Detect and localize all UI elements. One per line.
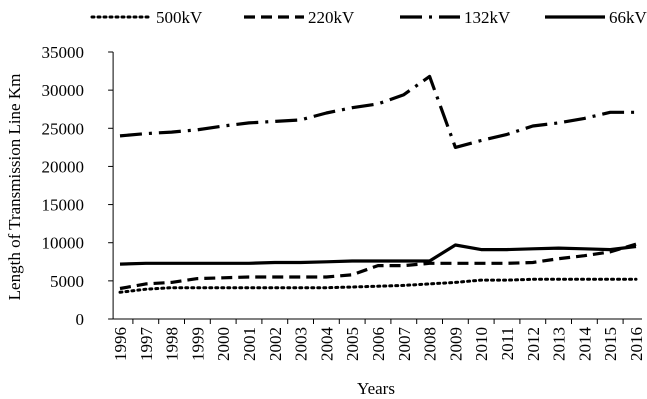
x-tick-label: 2010 — [472, 327, 491, 361]
x-tick-label: 1999 — [188, 327, 207, 361]
legend-item-132kV: 132kV — [400, 8, 511, 27]
x-tick-label: 2011 — [498, 327, 517, 360]
x-tick-label: 2007 — [395, 327, 414, 362]
y-tick-label: 35000 — [42, 43, 85, 62]
y-tick-label: 5000 — [50, 272, 84, 291]
x-tick-label: 1996 — [111, 327, 130, 361]
series-line-66kV — [119, 243, 637, 266]
x-tick-label: 2008 — [421, 327, 440, 361]
y-tick-label: 20000 — [42, 157, 85, 176]
x-tick-label: 1997 — [137, 327, 156, 362]
x-tick-label: 1998 — [163, 327, 182, 361]
x-tick-label: 2005 — [343, 327, 362, 361]
legend-item-220kV: 220kV — [244, 8, 355, 27]
x-tick-label: 2003 — [292, 327, 311, 361]
series-line-220kV — [119, 242, 637, 291]
legend-label: 220kV — [308, 8, 355, 27]
x-tick-label: 2001 — [240, 327, 259, 361]
y-tick-label: 10000 — [42, 234, 85, 253]
legend-item-500kV: 500kV — [90, 8, 203, 27]
x-tick-label: 2004 — [317, 327, 336, 362]
plot-lines — [118, 74, 638, 294]
x-tick-label: 2000 — [214, 327, 233, 361]
x-tick-label: 2016 — [627, 327, 646, 361]
x-tick-label: 2012 — [524, 327, 543, 361]
x-tick-label: 2006 — [369, 327, 388, 361]
legend-item-66kV: 66kV — [545, 8, 647, 27]
x-tick-label: 2014 — [575, 327, 594, 362]
legend-label: 500kV — [156, 8, 203, 27]
x-tick-label: 2015 — [601, 327, 620, 361]
y-tick-label: 15000 — [42, 196, 85, 215]
y-axis-title: Length of Transmission Line Km — [5, 74, 24, 301]
legend-label: 66kV — [609, 8, 647, 27]
y-axis: 0 5000 10000 15000 20000 25000 30000 35000 — [42, 43, 114, 329]
series-line-500kV — [118, 277, 638, 294]
x-tick-label: 2002 — [266, 327, 285, 361]
x-axis-title: Years — [357, 379, 395, 398]
x-axis: 1996 1997 1998 1999 2000 2001 2002 2003 2004 2005… — [111, 318, 646, 362]
series-line-132kV — [119, 74, 636, 149]
x-tick-label: 2013 — [550, 327, 569, 361]
x-tick-label: 2009 — [446, 327, 465, 361]
y-tick-label: 25000 — [42, 119, 85, 138]
legend: 500kV 220kV 132kV 66kV — [90, 8, 647, 27]
y-tick-label: 30000 — [42, 81, 85, 100]
y-tick-label: 0 — [76, 310, 85, 329]
legend-label: 132kV — [464, 8, 511, 27]
